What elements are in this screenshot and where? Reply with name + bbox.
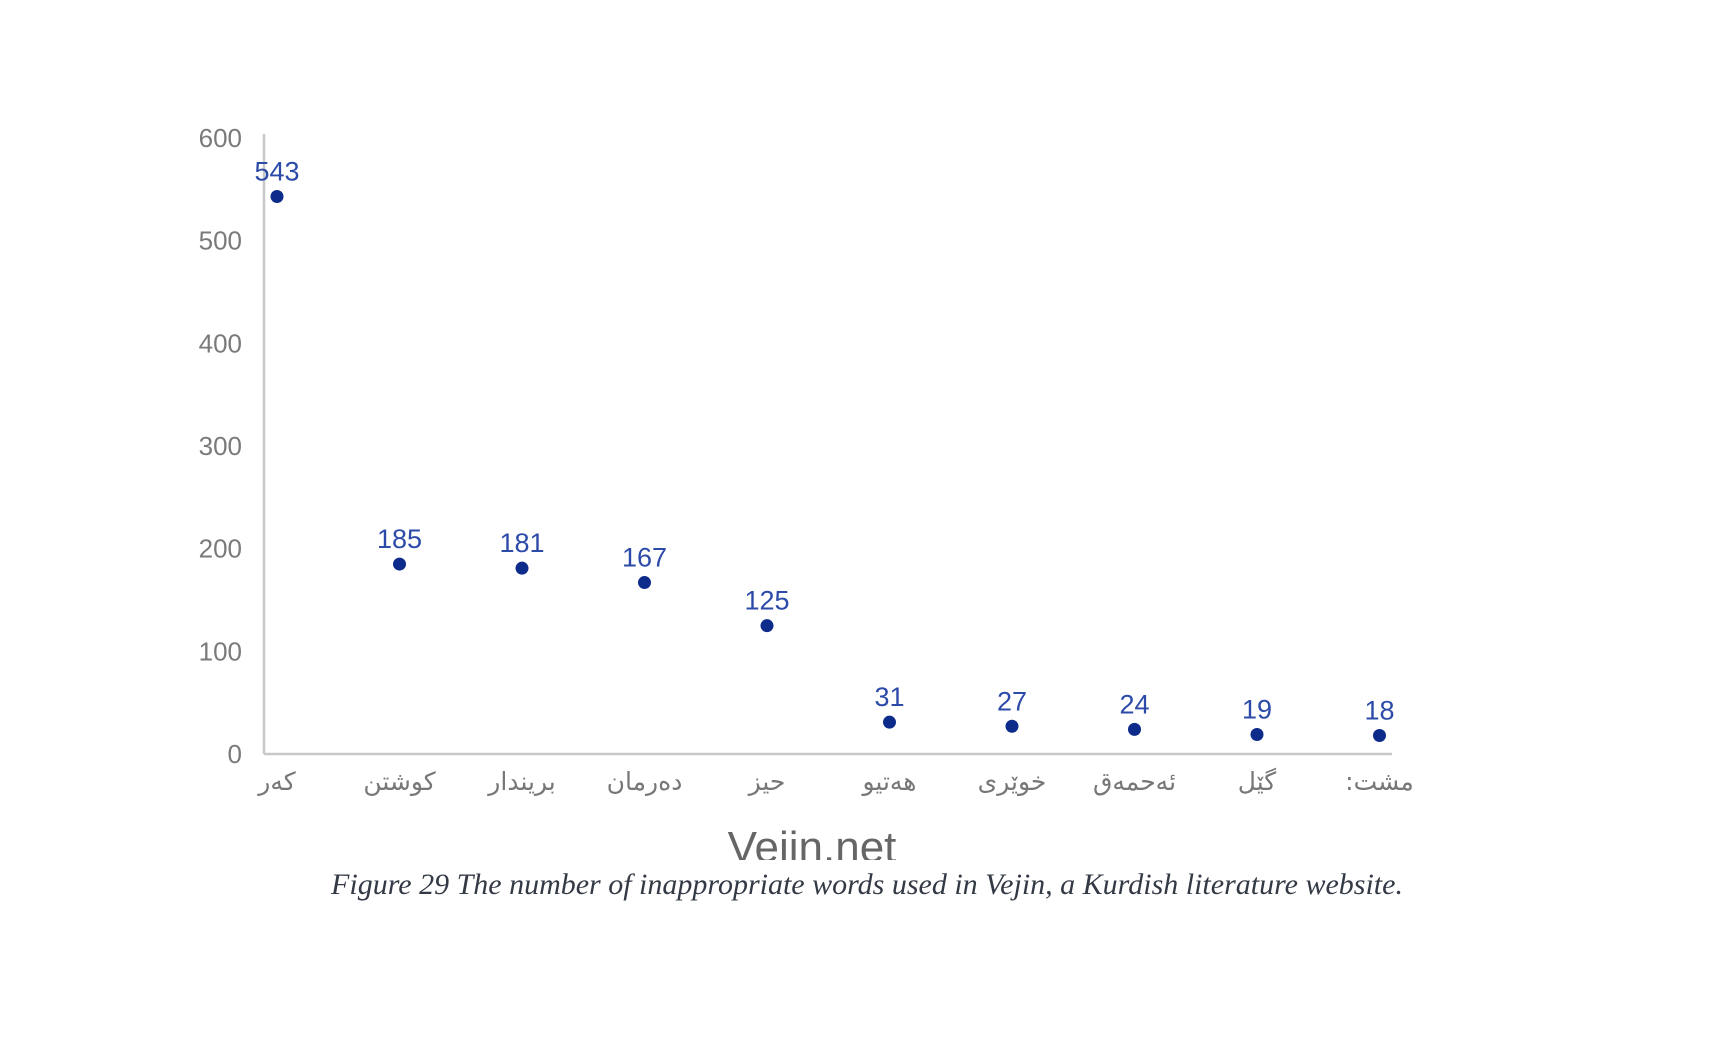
data-point (760, 619, 774, 633)
x-category-label: كەر (256, 767, 295, 796)
data-point (515, 561, 529, 575)
x-category-label: دەرمان (607, 767, 683, 796)
data-point (1005, 719, 1019, 733)
y-tick-label: 200 (199, 534, 242, 564)
data-points (270, 190, 1386, 743)
y-axis: 0 100 200 300 400 500 600 (199, 123, 266, 769)
data-label: 543 (254, 157, 299, 187)
y-tick-label: 0 (228, 739, 242, 769)
data-point (638, 576, 651, 590)
y-tick-label: 300 (199, 431, 242, 461)
data-label: 167 (622, 543, 667, 573)
data-point (270, 190, 284, 204)
x-category-label: مشت: (1345, 767, 1414, 796)
data-label: 31 (874, 682, 904, 712)
figure-caption: Figure 29 The number of inappropriate wo… (331, 868, 1403, 901)
data-label: 18 (1364, 696, 1394, 726)
data-point (1128, 722, 1141, 736)
y-tick-label: 400 (199, 328, 242, 358)
data-label: 19 (1242, 694, 1272, 724)
data-label: 185 (377, 524, 422, 554)
data-label: 125 (744, 586, 789, 616)
data-label: 181 (499, 528, 544, 558)
x-category-label: كوشتن (363, 767, 435, 796)
x-category-label: حيز (747, 767, 786, 796)
y-tick-label: 100 (199, 636, 242, 666)
x-category-label: بريندار (486, 767, 555, 796)
x-axis-title: Vejin.net (728, 823, 897, 860)
scatter-chart: 0 100 200 300 400 500 600 كەر كوشتن بريندار دەرما… (199, 123, 1414, 860)
data-point (393, 557, 406, 571)
data-point (1373, 729, 1386, 743)
data-labels: 543 185 181 167 125 31 27 24 19 18 (254, 157, 1394, 726)
x-category-label: هەتيو (860, 767, 916, 796)
x-category-label: گێل (1238, 767, 1276, 796)
y-tick-label: 500 (199, 226, 242, 256)
data-point (1250, 727, 1264, 741)
data-label: 24 (1119, 689, 1149, 719)
data-label: 27 (997, 686, 1027, 716)
y-tick-label: 600 (199, 123, 242, 153)
data-point (883, 715, 896, 729)
x-category-label: ئەحمەق (1093, 767, 1176, 796)
x-axis: كەر كوشتن بريندار دەرمان حيز هەتيو خوێری ئەحمەق… (256, 752, 1414, 796)
x-category-label: خوێری (978, 767, 1047, 796)
